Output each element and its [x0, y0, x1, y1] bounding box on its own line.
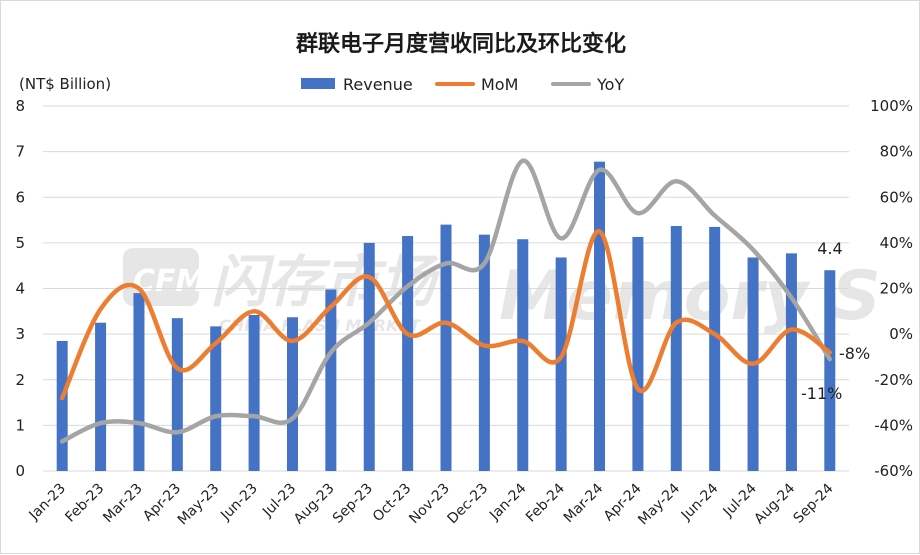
x-tick-label: Jun-24 — [678, 480, 722, 524]
left-tick-label: 1 — [15, 416, 25, 434]
revenue-bar — [133, 293, 145, 471]
left-tick-label: 8 — [15, 97, 25, 115]
left-axis: 0 1 2 3 4 5 6 7 8 — [15, 97, 25, 480]
right-tick-label: -20% — [874, 371, 913, 389]
mom-line — [59, 229, 833, 401]
right-tick-label: 20% — [880, 280, 913, 298]
x-tick-label: Jun-23 — [217, 481, 261, 525]
revenue-bar — [478, 234, 490, 471]
x-tick-label: Jan-23 — [26, 481, 69, 524]
right-tick-label: 0% — [889, 325, 913, 343]
revenue-bar — [670, 225, 682, 471]
x-axis: Jan-23Feb-23Mar-23Apr-23May-23Jun-23Jul-… — [26, 480, 837, 528]
revenue-bar — [95, 322, 107, 471]
legend-revenue-label: Revenue — [343, 75, 413, 94]
legend-mom-label: MoM — [481, 75, 518, 94]
revenue-bar — [709, 226, 721, 471]
left-tick-label: 2 — [15, 371, 25, 389]
revenue-bar — [325, 289, 337, 471]
right-axis: -60% -40% -20% 0% 20% 40% 60% 80% 100% — [870, 97, 913, 480]
revenue-bars — [56, 161, 836, 471]
x-tick-label: Aug-23 — [291, 481, 338, 528]
left-axis-unit: (NT$ Billion) — [19, 75, 111, 93]
x-tick-label: Mar-23 — [100, 481, 146, 527]
left-tick-label: 5 — [15, 234, 25, 252]
revenue-bar — [555, 257, 567, 471]
x-tick-label: May-24 — [635, 480, 683, 528]
legend-revenue-swatch — [301, 78, 335, 89]
x-tick-label: Nov-23 — [406, 481, 453, 528]
left-tick-label: 7 — [15, 143, 25, 161]
revenue-bar — [56, 340, 68, 471]
revenue-bar — [517, 239, 529, 471]
revenue-last-label: 4.4 — [817, 239, 842, 258]
chart-title: 群联电子月度营收同比及环比变化 — [296, 31, 626, 57]
revenue-bar — [363, 242, 375, 471]
revenue-bar — [632, 236, 644, 471]
x-tick-label: Aug-24 — [751, 480, 798, 527]
right-tick-label: 100% — [870, 97, 913, 115]
right-tick-label: -60% — [874, 462, 913, 480]
legend-yoy-label: YoY — [596, 75, 624, 94]
yoy-line — [59, 158, 833, 444]
revenue-bar — [210, 326, 222, 471]
right-tick-label: 40% — [880, 234, 913, 252]
revenue-bar — [248, 314, 260, 471]
yoy-last-label: -11% — [801, 384, 842, 403]
x-tick-label: Jan-24 — [486, 480, 530, 524]
right-tick-label: 60% — [880, 188, 913, 206]
legend: Revenue MoM YoY — [301, 75, 624, 94]
line-series — [59, 158, 833, 444]
right-tick-label: 80% — [880, 143, 913, 161]
revenue-bar — [171, 318, 183, 471]
revenue-bar — [440, 224, 452, 471]
revenue-bar — [402, 236, 414, 471]
x-tick-label: Sep-24 — [790, 480, 836, 526]
revenue-bar — [594, 161, 606, 471]
x-tick-label: May-23 — [175, 481, 223, 529]
revenue-bar — [824, 270, 836, 471]
left-tick-label: 0 — [15, 462, 25, 480]
x-tick-label: Feb-23 — [62, 481, 107, 526]
revenue-bar — [785, 253, 797, 471]
left-tick-label: 6 — [15, 188, 25, 206]
revenue-bar — [286, 317, 298, 471]
x-tick-label: Dec-23 — [445, 481, 492, 528]
left-tick-label: 4 — [15, 280, 25, 298]
x-tick-label: Mar-24 — [561, 480, 607, 526]
left-tick-label: 3 — [15, 325, 25, 343]
mom-last-label: -8% — [839, 344, 870, 363]
right-tick-label: -40% — [874, 416, 913, 434]
x-tick-label: Feb-24 — [523, 480, 568, 525]
x-tick-label: Sep-23 — [330, 481, 376, 527]
